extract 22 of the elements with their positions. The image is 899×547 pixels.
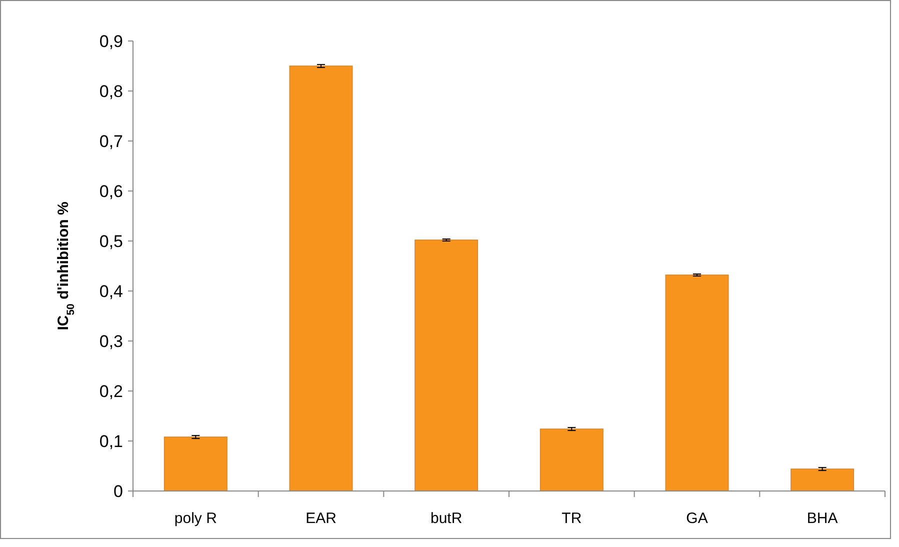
bar	[665, 274, 729, 492]
y-tick-label: 0,1	[99, 432, 123, 451]
y-tick-label: 0	[114, 482, 123, 501]
y-tick-label: 0,7	[99, 132, 123, 151]
bar	[164, 436, 228, 492]
bar	[540, 428, 604, 492]
x-tick-label: EAR	[306, 510, 337, 527]
bar	[289, 66, 353, 492]
y-tick-label: 0,3	[99, 332, 123, 351]
y-tick-label: 0,5	[99, 232, 123, 251]
y-tick-label: 0,8	[99, 82, 123, 101]
x-tick-label: GA	[686, 510, 708, 527]
x-tick-label: poly R	[174, 510, 218, 527]
y-tick-label: 0,9	[99, 32, 123, 51]
y-tick-label: 0,4	[99, 282, 123, 301]
bar	[790, 468, 854, 492]
x-tick-label: TR	[562, 510, 582, 527]
y-tick-label: 0,2	[99, 382, 123, 401]
x-tick-label: butR	[430, 510, 462, 527]
y-tick-label: 0,6	[99, 182, 123, 201]
x-tick-label: BHA	[806, 510, 838, 527]
bar	[414, 240, 478, 492]
